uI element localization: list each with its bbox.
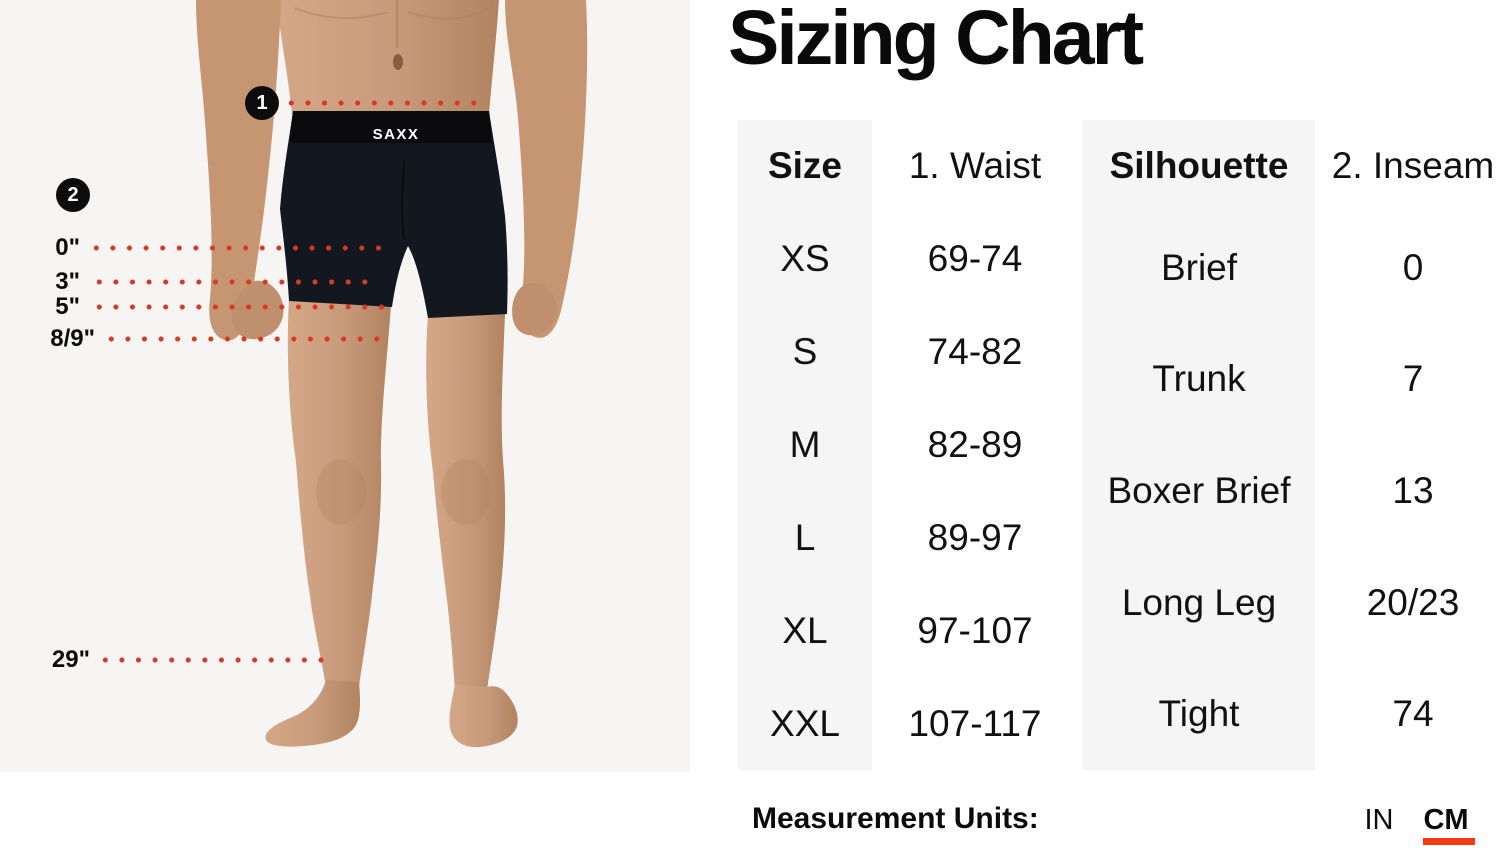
size-column-header: Size: [767, 145, 843, 186]
model-photo-panel: SAXX 1 2 0" 3" 5" 8/9" 29": [0, 0, 690, 772]
left-arm: [196, 0, 281, 341]
navel: [393, 54, 403, 70]
size-cell: L: [794, 516, 816, 558]
inseam-8-9-dotted-line: [103, 336, 388, 342]
unit-toggle-cm[interactable]: CM: [1423, 804, 1469, 836]
selected-unit-underline: [1423, 838, 1475, 845]
silhouette-column: Silhouette Brief Trunk Boxer Brief Long …: [1083, 120, 1315, 770]
inseam-cell: 0: [1402, 246, 1424, 288]
right-leg: [426, 314, 506, 699]
page-title: Sizing Chart: [728, 0, 1144, 81]
outseam-29-dotted-line: [97, 657, 332, 663]
unit-toggle-in[interactable]: IN: [1364, 804, 1394, 836]
waist-cell: 107-117: [908, 702, 1042, 744]
torso: [276, 0, 499, 114]
left-leg: [287, 298, 391, 697]
waist-cell: 82-89: [927, 423, 1023, 465]
waist-cell: 97-107: [917, 609, 1033, 651]
silhouette-column-header: Silhouette: [1109, 145, 1289, 186]
inseam-3-dotted-line: [91, 279, 372, 285]
size-cell: M: [789, 423, 821, 465]
pec-shadow-right: [407, 5, 495, 20]
inseam-column: 2. Inseam 0 7 13 20/23 74: [1315, 120, 1500, 770]
right-foot: [449, 684, 518, 748]
inseam-mark-5-label: 5": [55, 293, 80, 320]
inseam-5-dotted-line: [91, 304, 385, 310]
size-cell: XXL: [770, 702, 840, 744]
right-arm: [505, 0, 588, 338]
inseam-measure-badge: 2: [56, 178, 90, 212]
model-photo: SAXX: [0, 0, 690, 772]
size-cell: S: [792, 330, 818, 372]
silhouette-inseam-table: Silhouette Brief Trunk Boxer Brief Long …: [1083, 120, 1500, 770]
waistband: [290, 111, 492, 143]
size-waist-table: Size XS S M L XL XXL 1. Waist 69-74 74-8…: [738, 120, 1078, 770]
waist-cell: 89-97: [927, 516, 1023, 558]
inseam-cell: 74: [1392, 693, 1434, 735]
outseam-mark-29-label: 29": [51, 646, 90, 673]
inseam-cell: 20/23: [1366, 581, 1460, 623]
waist-column-header: 1. Waist: [908, 145, 1042, 186]
waist-cell: 74-82: [927, 330, 1023, 372]
brand-logo: SAXX: [373, 126, 420, 143]
inseam-cell: 7: [1402, 358, 1424, 400]
silhouette-cell: Tight: [1158, 693, 1240, 735]
size-cell: XS: [780, 237, 830, 279]
left-foot: [265, 680, 360, 747]
left-knee-shadow: [316, 459, 366, 525]
silhouette-cell: Long Leg: [1121, 581, 1277, 623]
size-column: Size XS S M L XL XXL: [738, 120, 872, 770]
waist-measure-badge: 1: [245, 86, 279, 120]
waist-column: 1. Waist 69-74 74-82 82-89 89-97 97-107 …: [872, 120, 1078, 770]
size-cell: XL: [782, 609, 828, 651]
inseam-0-dotted-line: [88, 245, 388, 251]
inseam-mark-8-9-label: 8/9": [50, 325, 95, 352]
boxer-briefs: [280, 111, 508, 318]
waist-cell: 69-74: [927, 237, 1023, 279]
silhouette-cell: Boxer Brief: [1107, 469, 1291, 511]
right-knee-shadow: [441, 459, 491, 525]
fly-seam: [401, 159, 405, 241]
inseam-cell: 13: [1392, 469, 1434, 511]
silhouette-cell: Brief: [1160, 246, 1238, 288]
inseam-mark-0-label: 0": [55, 234, 80, 261]
inseam-mark-3-label: 3": [55, 268, 80, 295]
waist-dotted-line: [283, 100, 488, 106]
measurement-units-label: Measurement Units:: [752, 802, 1039, 835]
pec-shadow-left: [294, 7, 389, 20]
silhouette-cell: Trunk: [1152, 358, 1246, 400]
inseam-column-header: 2. Inseam: [1331, 145, 1495, 186]
right-hand: [512, 282, 557, 336]
